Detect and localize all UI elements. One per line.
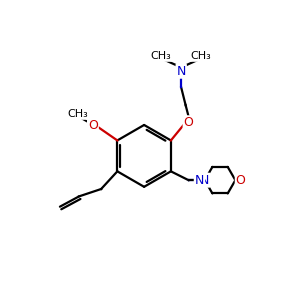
Text: N: N	[176, 65, 186, 78]
Text: O: O	[184, 116, 194, 129]
Text: N: N	[200, 174, 209, 187]
Text: O: O	[236, 174, 246, 187]
Text: O: O	[88, 119, 98, 132]
Text: CH₃: CH₃	[191, 51, 212, 61]
Text: CH₃: CH₃	[151, 51, 172, 61]
Text: CH₃: CH₃	[67, 109, 88, 119]
Text: N: N	[195, 174, 204, 187]
